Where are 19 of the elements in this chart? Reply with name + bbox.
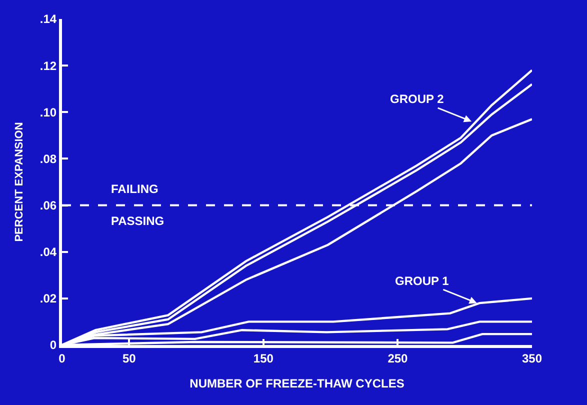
x-axis-title: NUMBER OF FREEZE-THAW CYCLES	[190, 376, 404, 390]
annotation: PASSING	[111, 214, 164, 228]
x-tick-label: 150	[253, 351, 274, 366]
y-tick-label: .04	[40, 245, 57, 260]
y-tick-label: .08	[40, 152, 57, 166]
x-tick-label: 350	[522, 351, 542, 366]
annotation: FAILING	[111, 182, 158, 196]
annotation: GROUP 1	[395, 274, 450, 288]
y-tick-label: .10	[40, 105, 57, 120]
y-tick-label: .02	[40, 292, 57, 306]
y-tick-label: .06	[40, 198, 57, 212]
x-tick-label: 250	[388, 351, 408, 366]
y-tick-label: .14	[40, 12, 57, 26]
y-axis-title: PERCENT EXPANSION	[14, 122, 26, 242]
x-tick-label: 0	[58, 351, 66, 366]
y-tick-label: .12	[40, 58, 57, 73]
x-tick-label: 50	[122, 351, 136, 366]
annotation: GROUP 2	[390, 92, 444, 106]
y-tick-label: 0	[50, 338, 57, 352]
